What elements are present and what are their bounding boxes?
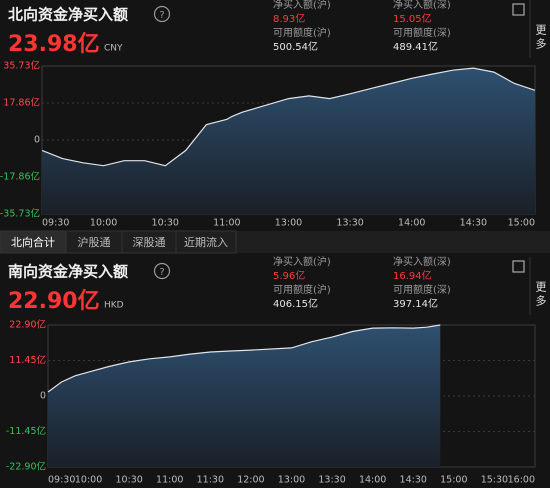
stat-value: 15.05亿 xyxy=(393,12,432,25)
net-buy-value: 22.90亿 xyxy=(8,289,100,314)
x-tick-label: 14:30 xyxy=(460,218,487,229)
stat-value: 8.93亿 xyxy=(273,12,305,25)
stat-label: 净买入额(沪) xyxy=(273,0,331,11)
x-tick-label: 09:30 xyxy=(42,218,69,229)
x-tick-label: 11:00 xyxy=(156,475,183,486)
stat-value: 489.41亿 xyxy=(393,40,438,53)
more-button[interactable]: 更多 xyxy=(534,24,547,52)
y-tick-label: -35.73亿 xyxy=(0,208,40,220)
y-tick-label: 35.73亿 xyxy=(3,60,40,72)
y-tick-label: 0 xyxy=(34,135,40,146)
stat-label: 净买入额(深) xyxy=(393,0,451,11)
stat-label: 可用额度(深) xyxy=(393,283,451,296)
x-tick-label: 10:30 xyxy=(115,475,142,486)
x-tick-label: 10:00 xyxy=(75,475,102,486)
net-buy-value: 23.98亿 xyxy=(8,32,100,57)
x-tick-label: 16:00 xyxy=(508,475,535,486)
currency: HKD xyxy=(104,301,124,311)
expand-icon[interactable] xyxy=(512,260,525,273)
tab-label[interactable]: 近期流入 xyxy=(184,235,228,249)
stat-label: 净买入额(深) xyxy=(393,255,451,268)
x-tick-label: 13:30 xyxy=(318,475,345,486)
x-tick-label: 15:00 xyxy=(440,475,467,486)
panel-title: 北向资金净买入额 xyxy=(8,6,128,24)
stat-value: 5.96亿 xyxy=(273,269,305,282)
x-tick-label: 14:30 xyxy=(400,475,427,486)
stat-label: 可用额度(深) xyxy=(393,26,451,39)
x-tick-label: 14:00 xyxy=(359,475,386,486)
currency: CNY xyxy=(104,44,123,54)
x-tick-label: 15:00 xyxy=(508,218,535,229)
x-tick-label: 09:30 xyxy=(48,475,75,486)
x-tick-label: 13:00 xyxy=(278,475,305,486)
help-icon[interactable] xyxy=(153,5,171,23)
x-tick-label: 10:30 xyxy=(152,218,179,229)
x-tick-label: 11:30 xyxy=(197,475,224,486)
x-tick-label: 10:00 xyxy=(90,218,117,229)
help-mark: ? xyxy=(159,267,164,278)
x-tick-label: 13:30 xyxy=(336,218,363,229)
panel-title: 南向资金净买入额 xyxy=(8,263,128,281)
y-tick-label: 22.90亿 xyxy=(9,319,46,331)
area xyxy=(42,68,535,214)
x-tick-label: 14:00 xyxy=(398,218,425,229)
stat-value: 397.14亿 xyxy=(393,297,438,310)
x-tick-label: 12:00 xyxy=(237,475,264,486)
expand-icon[interactable] xyxy=(512,3,525,16)
x-tick-label: 11:00 xyxy=(213,218,240,229)
stat-value: 16.94亿 xyxy=(393,269,432,282)
more-button[interactable]: 更多 xyxy=(534,281,547,309)
y-tick-label: -17.86亿 xyxy=(0,170,40,182)
y-tick-label: 11.45亿 xyxy=(9,354,46,366)
x-tick-label: 15:30 xyxy=(481,475,508,486)
line xyxy=(47,324,441,393)
y-tick-label: -11.45亿 xyxy=(6,425,46,437)
tab-label[interactable]: 北向合计 xyxy=(11,235,55,249)
x-tick-label: 13:00 xyxy=(275,218,302,229)
tab-label[interactable]: 深股通 xyxy=(133,236,166,249)
tab-label[interactable]: 沪股通 xyxy=(78,235,111,249)
line xyxy=(41,67,536,167)
y-tick-label: 17.86亿 xyxy=(3,97,40,109)
stat-label: 净买入额(沪) xyxy=(273,255,331,268)
help-icon[interactable] xyxy=(153,262,171,280)
tab[interactable] xyxy=(175,230,237,254)
stat-label: 可用额度(沪) xyxy=(273,283,331,296)
stat-label: 可用额度(沪) xyxy=(273,26,331,39)
y-tick-label: 0 xyxy=(40,391,46,402)
stat-value: 406.15亿 xyxy=(273,297,318,310)
help-mark: ? xyxy=(159,10,164,21)
area xyxy=(48,325,441,467)
y-tick-label: -22.90亿 xyxy=(6,461,46,473)
stat-value: 500.54亿 xyxy=(273,40,318,53)
